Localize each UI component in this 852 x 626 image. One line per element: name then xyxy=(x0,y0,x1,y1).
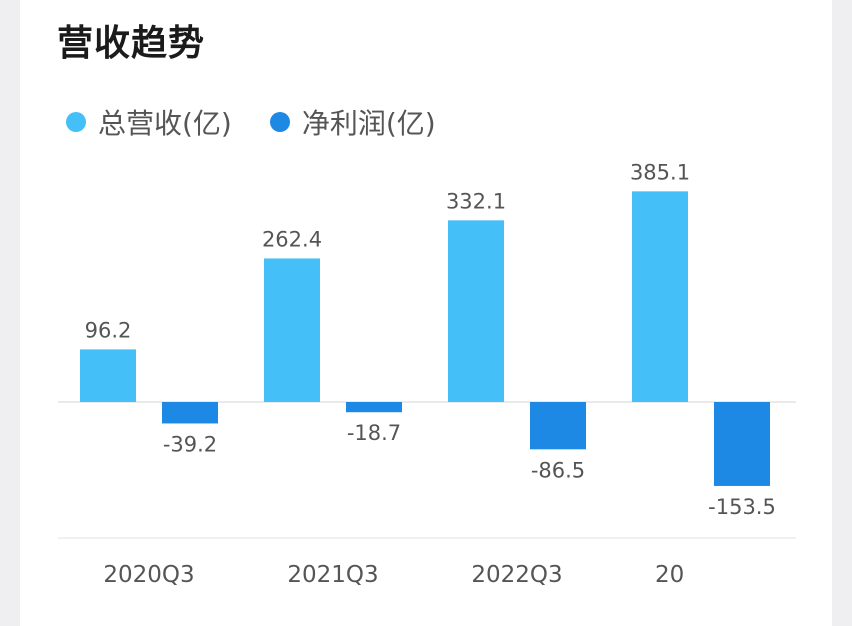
data-label-revenue-0: 96.2 xyxy=(85,318,132,342)
legend-dot-profit xyxy=(269,112,290,132)
bar-profit-2[interactable] xyxy=(530,402,586,450)
legend-label-profit: 净利润(亿) xyxy=(301,107,436,140)
bar-revenue-0[interactable] xyxy=(80,349,136,402)
legend-label-revenue: 总营收(亿) xyxy=(98,107,232,140)
bar-profit-3[interactable] xyxy=(714,402,770,486)
data-label-profit-2: -86.5 xyxy=(531,458,585,482)
data-label-revenue-1: 262.4 xyxy=(262,227,322,251)
bar-revenue-1[interactable] xyxy=(264,258,320,402)
bar-profit-1[interactable] xyxy=(346,402,402,413)
legend-item-revenue[interactable]: 总营收(亿) xyxy=(66,102,232,142)
page-title: 营收趋势 xyxy=(57,23,206,64)
data-label-revenue-2: 332.1 xyxy=(446,189,506,213)
chart-legend: 总营收(亿) 净利润(亿) xyxy=(66,102,474,142)
x-tick-label-0: 2020Q3 xyxy=(103,562,194,588)
bar-revenue-2[interactable] xyxy=(448,220,504,402)
data-label-revenue-3: 385.1 xyxy=(630,160,690,184)
bar-chart: 96.2 -39.2 2020Q3 262.4 -18.7 2021Q3 332.1 -86.… xyxy=(58,160,796,588)
bar-revenue-3[interactable] xyxy=(632,191,688,402)
x-tick-label-1: 2021Q3 xyxy=(287,562,378,588)
x-tick-label-3: 20 xyxy=(655,562,684,588)
chart-card: 营收趋势 总营收(亿) 净利润(亿) 96.2 -39.2 2020Q3 262.4 -… xyxy=(20,0,832,626)
data-label-profit-1: -18.7 xyxy=(347,421,401,445)
legend-dot-revenue xyxy=(66,112,86,132)
data-label-profit-3: -153.5 xyxy=(708,495,776,519)
label-fade-overlay xyxy=(682,550,762,600)
data-label-profit-0: -39.2 xyxy=(163,432,217,456)
legend-item-profit[interactable]: 净利润(亿) xyxy=(269,102,436,142)
bar-profit-0[interactable] xyxy=(162,402,218,424)
x-tick-label-2: 2022Q3 xyxy=(471,562,562,588)
